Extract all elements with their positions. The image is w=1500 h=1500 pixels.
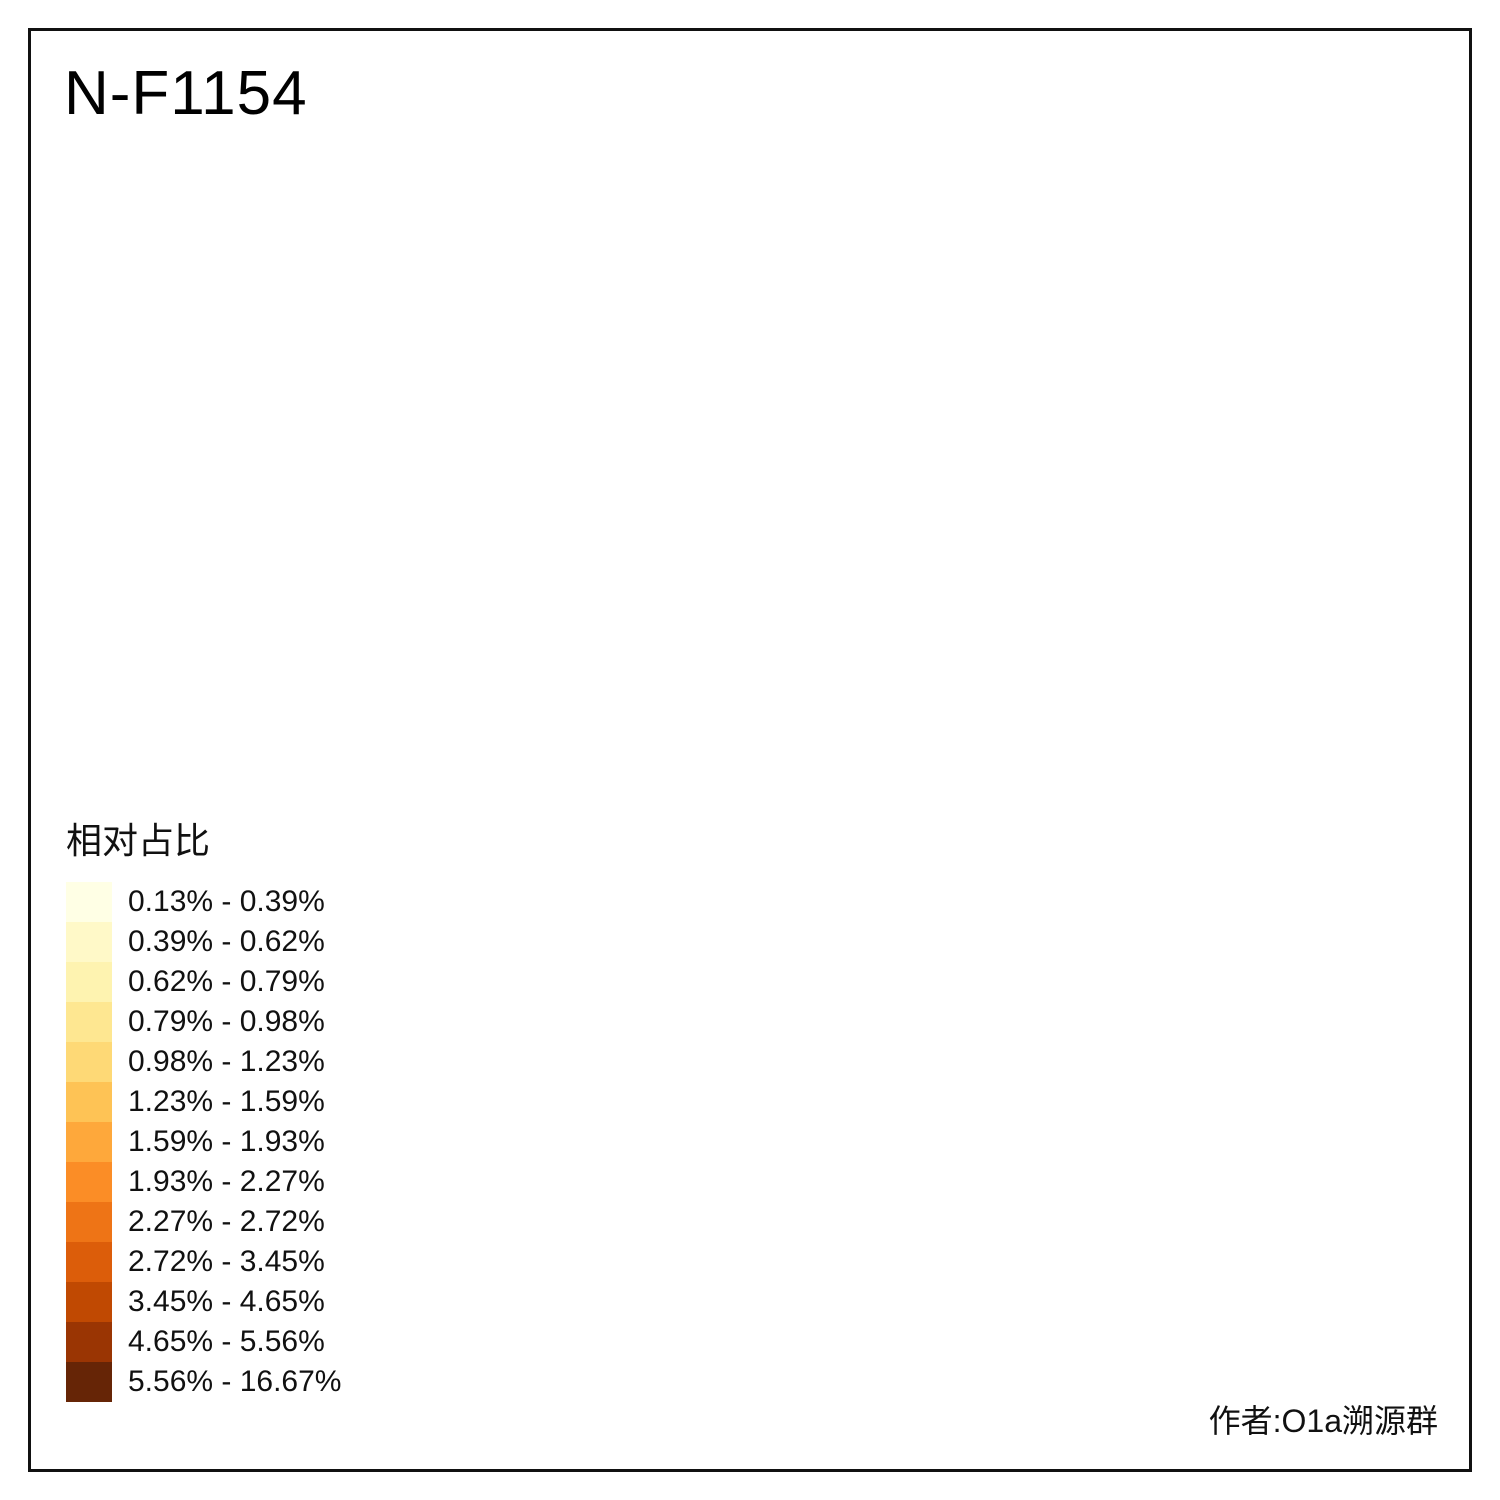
legend-swatch (66, 1362, 112, 1402)
legend-label: 2.27% - 2.72% (128, 1205, 325, 1238)
legend-item: 4.65% - 5.56% (66, 1322, 341, 1362)
legend-item: 0.62% - 0.79% (66, 962, 341, 1002)
legend-item: 1.59% - 1.93% (66, 1122, 341, 1162)
legend-swatch (66, 1242, 112, 1282)
legend-swatch (66, 882, 112, 922)
attribution: 作者:O1a溯源群 (1208, 1403, 1438, 1439)
legend-items: 0.13% - 0.39% 0.39% - 0.62% 0.62% - 0.79% 0… (66, 882, 341, 1402)
legend: 相对占比 0.13% - 0.39% 0.39% - 0.62% 0.62% - 0… (66, 812, 341, 1402)
legend-swatch (66, 1202, 112, 1242)
legend-item: 0.98% - 1.23% (66, 1042, 341, 1082)
legend-swatch (66, 1042, 112, 1082)
legend-swatch (66, 1282, 112, 1322)
legend-item: 0.79% - 0.98% (66, 1002, 341, 1042)
legend-item: 1.23% - 1.59% (66, 1082, 341, 1122)
legend-label: 0.98% - 1.23% (128, 1045, 325, 1078)
legend-label: 5.56% - 16.67% (128, 1365, 342, 1398)
legend-label: 0.39% - 0.62% (128, 925, 325, 958)
legend-swatch (66, 1002, 112, 1042)
legend-swatch (66, 1122, 112, 1162)
legend-label: 1.23% - 1.59% (128, 1085, 325, 1118)
legend-label: 4.65% - 5.56% (128, 1325, 325, 1358)
legend-title: 相对占比 (66, 820, 211, 861)
legend-swatch (66, 1322, 112, 1362)
legend-label: 0.79% - 0.98% (128, 1005, 325, 1038)
legend-item: 2.27% - 2.72% (66, 1202, 341, 1242)
legend-item: 5.56% - 16.67% (66, 1362, 341, 1402)
legend-item: 3.45% - 4.65% (66, 1282, 341, 1322)
plot-frame (28, 28, 1472, 1472)
legend-label: 1.59% - 1.93% (128, 1125, 325, 1158)
legend-swatch (66, 1082, 112, 1122)
legend-item: 0.39% - 0.62% (66, 922, 341, 962)
legend-label: 2.72% - 3.45% (128, 1245, 325, 1278)
page-title: N-F1154 (64, 59, 308, 128)
legend-item: 1.93% - 2.27% (66, 1162, 341, 1202)
legend-swatch (66, 922, 112, 962)
legend-label: 1.93% - 2.27% (128, 1165, 325, 1198)
legend-item: 0.13% - 0.39% (66, 882, 341, 922)
legend-label: 0.13% - 0.39% (128, 885, 325, 918)
legend-swatch (66, 962, 112, 1002)
legend-label: 0.62% - 0.79% (128, 965, 325, 998)
legend-item: 2.72% - 3.45% (66, 1242, 341, 1282)
legend-label: 3.45% - 4.65% (128, 1285, 325, 1318)
legend-swatch (66, 1162, 112, 1202)
